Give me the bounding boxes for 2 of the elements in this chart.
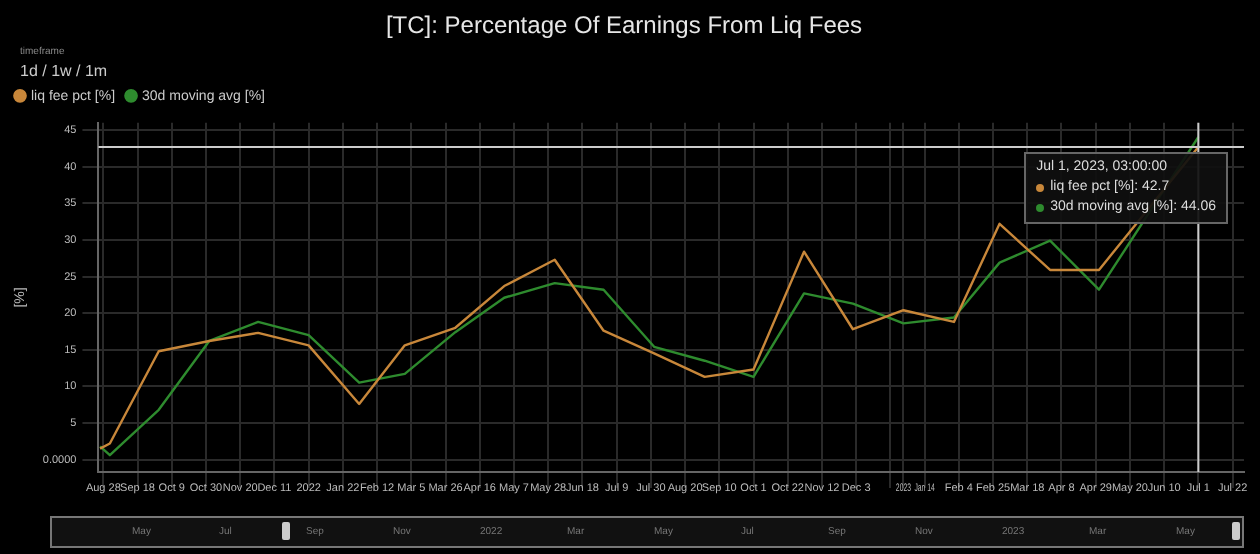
chart-title: [TC]: Percentage Of Earnings From Liq Fees bbox=[385, 11, 863, 40]
text: 1d / 1w / 1m bbox=[20, 62, 108, 80]
